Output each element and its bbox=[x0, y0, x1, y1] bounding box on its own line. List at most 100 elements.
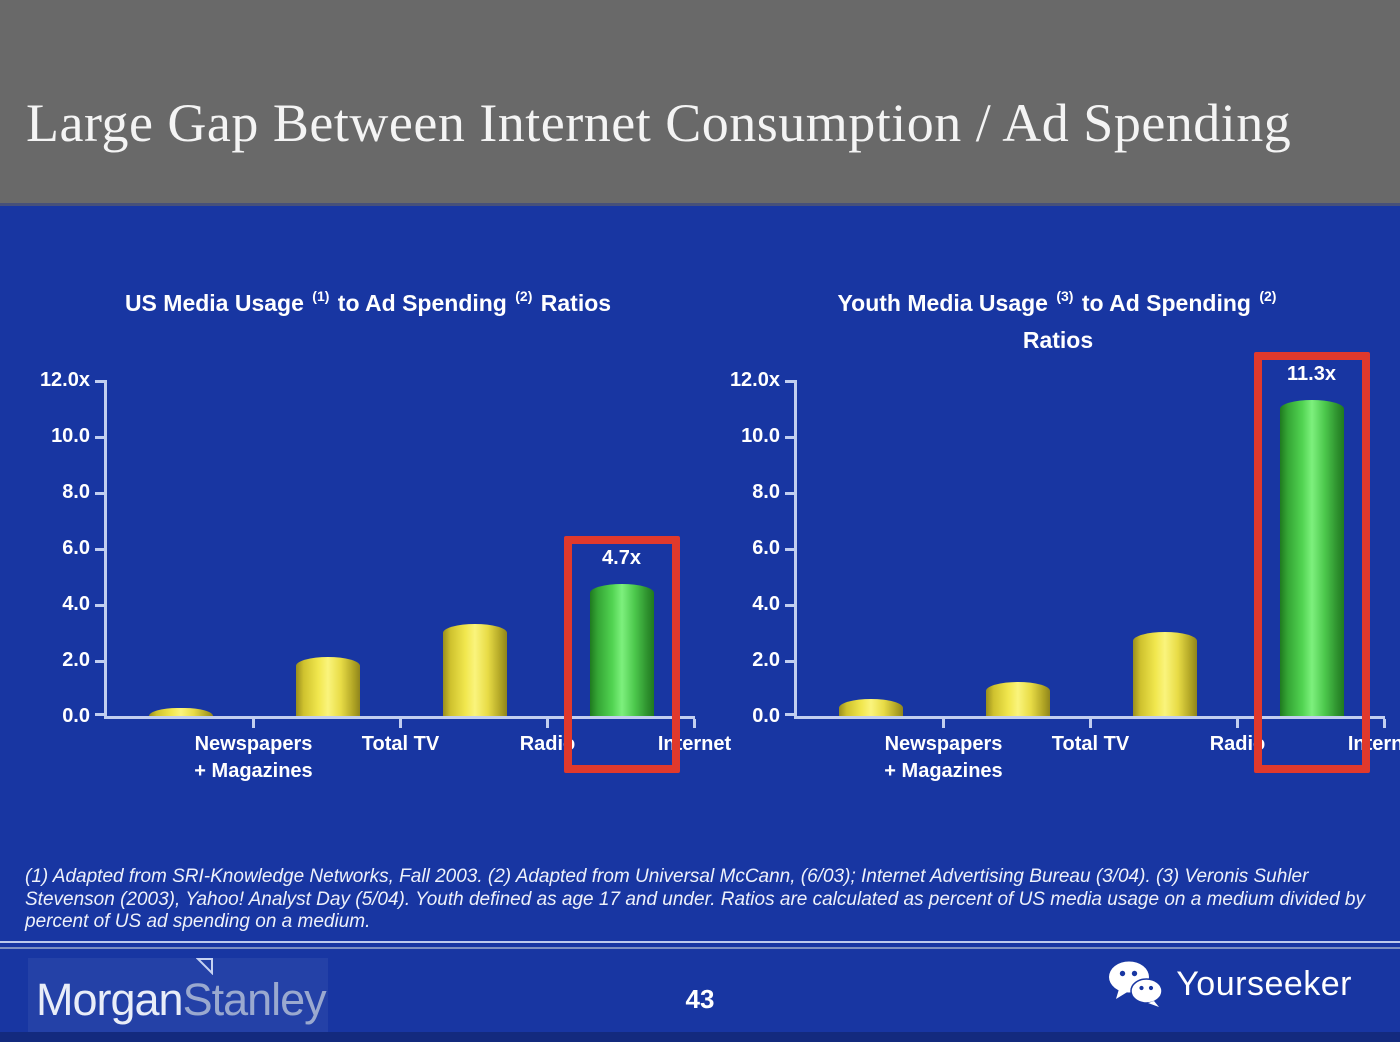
chart-youth-media-usage: Youth Media Usage (3) to Ad Spending (2)… bbox=[718, 272, 1400, 805]
plot: 11.3x bbox=[785, 352, 1386, 773]
y-tick-label: 6.0 bbox=[752, 537, 780, 559]
chart-us-media-usage: US Media Usage (1) to Ad Spending (2) Ra… bbox=[28, 272, 731, 805]
bar-newspapers-magazines bbox=[838, 699, 903, 716]
x-tick bbox=[1383, 719, 1386, 728]
x-category-label: Internet bbox=[1311, 731, 1400, 758]
y-tick bbox=[95, 660, 104, 663]
x-category-label-line: Total TV bbox=[361, 733, 440, 755]
x-tick bbox=[1236, 719, 1239, 728]
y-tick-label: 2.0 bbox=[62, 649, 90, 671]
chart-title-text: Youth Media Usage bbox=[837, 290, 1055, 316]
bar-value-label: 11.3x bbox=[1287, 363, 1336, 385]
x-category-label: Newspapers + Magazines bbox=[180, 731, 327, 785]
x-category-label-line: Internet bbox=[1347, 733, 1400, 755]
brand-watermark-panel bbox=[28, 958, 328, 1032]
y-tick bbox=[785, 492, 794, 495]
y-axis-labels: 12.0x 10.0 8.0 6.0 4.0 2.0 0.0 bbox=[28, 369, 90, 727]
chart-title-line: Ratios bbox=[718, 323, 1398, 357]
x-category-label-line: Radio bbox=[519, 733, 576, 755]
x-category-label-line: + Magazines bbox=[194, 760, 313, 782]
plot-area: 12.0x 10.0 8.0 6.0 4.0 2.0 0.0 11.3x Newspapers +… bbox=[718, 352, 1400, 805]
y-tick-label: 6.0 bbox=[62, 537, 90, 559]
x-tick bbox=[942, 719, 945, 728]
x-category-label: Radio bbox=[474, 731, 621, 758]
x-category-label-line: Newspapers bbox=[194, 733, 313, 755]
chart-title-superscript: (3) bbox=[1056, 288, 1074, 304]
chart-title: Youth Media Usage (3) to Ad Spending (2)… bbox=[718, 272, 1398, 368]
wechat-icon bbox=[1109, 961, 1163, 1007]
bar-radio bbox=[442, 624, 507, 716]
y-tick bbox=[95, 380, 104, 383]
bar-radio bbox=[1132, 632, 1197, 716]
chart-title-line: Youth Media Usage (3) to Ad Spending (2) bbox=[718, 286, 1398, 323]
y-tick bbox=[785, 713, 794, 716]
y-tick bbox=[95, 548, 104, 551]
yourseeker-watermark: Yourseeker bbox=[1108, 960, 1352, 1008]
y-tick bbox=[95, 713, 104, 716]
chart-title-line: US Media Usage (1) to Ad Spending (2) Ra… bbox=[28, 286, 708, 323]
brand-text-stanley: Stanley bbox=[182, 974, 327, 1025]
highlight-box bbox=[1253, 352, 1370, 773]
footer-divider bbox=[0, 941, 1400, 949]
x-category-label-line: Total TV bbox=[1051, 733, 1130, 755]
y-tick bbox=[785, 548, 794, 551]
chart-title-text: Ratios bbox=[1022, 327, 1094, 353]
chart-title-text: to Ad Spending bbox=[1075, 290, 1258, 316]
x-tick bbox=[252, 719, 255, 728]
chart-title-text: Ratios bbox=[534, 290, 612, 316]
slide-header: Large Gap Between Internet Consumption /… bbox=[0, 0, 1400, 206]
x-category-label-line: + Magazines bbox=[884, 760, 1003, 782]
bar-total-tv bbox=[985, 682, 1050, 716]
y-tick-label: 0.0 bbox=[62, 705, 90, 727]
y-tick bbox=[785, 604, 794, 607]
y-tick-label: 8.0 bbox=[62, 481, 90, 503]
x-tick bbox=[1089, 719, 1092, 728]
y-tick bbox=[785, 436, 794, 439]
y-tick-label: 4.0 bbox=[752, 593, 780, 615]
y-tick-label: 4.0 bbox=[62, 593, 90, 615]
x-category-label: Total TV bbox=[1017, 731, 1164, 758]
x-axis-labels: Newspapers + Magazines Total TV Radio Intern… bbox=[870, 731, 1400, 805]
y-tick-label: 12.0x bbox=[39, 369, 90, 391]
chart-title-text: US Media Usage bbox=[124, 290, 311, 316]
slide-title: Large Gap Between Internet Consumption /… bbox=[26, 93, 1292, 153]
x-category-label: Total TV bbox=[327, 731, 474, 758]
y-tick-label: 12.0x bbox=[729, 369, 780, 391]
y-tick bbox=[95, 436, 104, 439]
page-number: 43 bbox=[685, 984, 715, 1014]
y-axis-labels: 12.0x 10.0 8.0 6.0 4.0 2.0 0.0 bbox=[718, 369, 780, 727]
bar-internet bbox=[589, 584, 654, 716]
y-tick bbox=[785, 660, 794, 663]
x-category-label: Radio bbox=[1164, 731, 1311, 758]
chart-title-superscript: (1) bbox=[312, 288, 330, 304]
footnote: (1) Adapted from SRI-Knowledge Networks,… bbox=[25, 866, 1365, 932]
yourseeker-label: Yourseeker bbox=[1176, 964, 1352, 1003]
x-category-label-line: Radio bbox=[1209, 733, 1266, 755]
y-tick-label: 10.0 bbox=[741, 425, 780, 447]
bar-value-label: 4.7x bbox=[602, 547, 641, 569]
y-tick bbox=[95, 604, 104, 607]
bar-newspapers-magazines bbox=[148, 708, 213, 716]
x-axis-labels: Newspapers + Magazines Total TV Radio Intern… bbox=[180, 731, 768, 805]
x-tick bbox=[546, 719, 549, 728]
x-tick bbox=[693, 719, 696, 728]
chart-title-superscript: (2) bbox=[515, 288, 533, 304]
brand-text-morgan: Morgan bbox=[36, 974, 184, 1025]
bar-total-tv bbox=[295, 657, 360, 716]
y-tick bbox=[785, 380, 794, 383]
bar-internet bbox=[1279, 400, 1344, 716]
chart-title-superscript: (2) bbox=[1259, 288, 1277, 304]
x-category-label-line: Newspapers bbox=[884, 733, 1003, 755]
morgan-stanley-triangle-icon bbox=[196, 958, 213, 975]
x-tick bbox=[399, 719, 402, 728]
y-tick-label: 0.0 bbox=[752, 705, 780, 727]
highlight-box bbox=[563, 536, 680, 773]
y-tick-label: 10.0 bbox=[51, 425, 90, 447]
y-tick-label: 2.0 bbox=[752, 649, 780, 671]
chart-title-text: to Ad Spending bbox=[331, 290, 514, 316]
y-tick bbox=[95, 492, 104, 495]
x-category-label: Newspapers + Magazines bbox=[870, 731, 1017, 785]
plot-area: 12.0x 10.0 8.0 6.0 4.0 2.0 0.0 4.7x Newspapers + … bbox=[28, 369, 731, 805]
y-tick-label: 8.0 bbox=[752, 481, 780, 503]
